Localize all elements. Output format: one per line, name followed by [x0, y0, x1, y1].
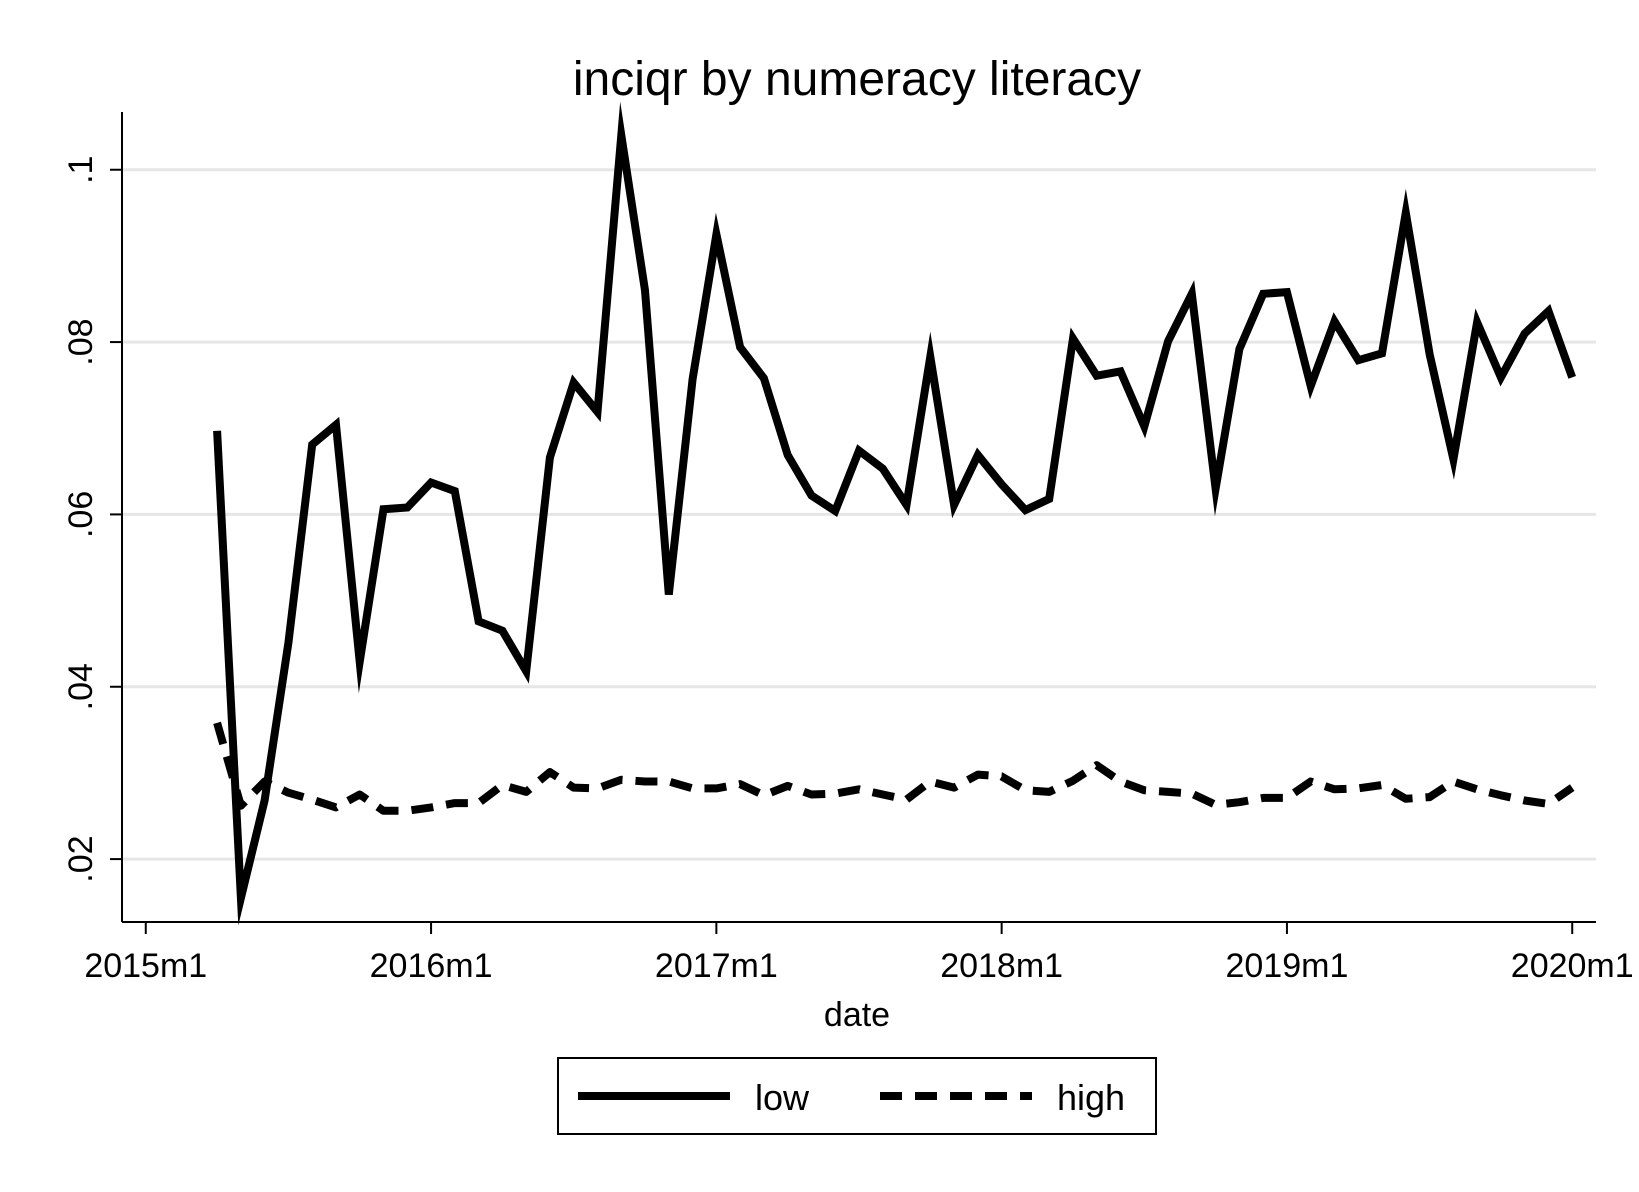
x-tick-label: 2016m1 — [370, 947, 493, 985]
y-tick-label: .06 — [62, 491, 100, 538]
x-tick-label: 2018m1 — [940, 947, 1063, 985]
y-axis-ticks: .02 .04 .06 .08 .1 — [62, 156, 122, 883]
x-tick-label: 2017m1 — [655, 947, 778, 985]
legend-label-low: low — [755, 1077, 810, 1118]
series-line-low — [213, 101, 1576, 926]
y-tick-label: .1 — [62, 156, 100, 184]
legend: low high — [557, 1057, 1157, 1135]
y-tick-label: .02 — [62, 835, 100, 882]
x-axis-ticks: 2015m1 2016m1 2017m1 2018m1 2019m1 2020m1 — [84, 922, 1634, 985]
x-tick-label: 2019m1 — [1225, 947, 1348, 985]
grid-lines — [122, 168, 1596, 861]
x-axis-label: date — [824, 996, 890, 1034]
x-tick-label: 2020m1 — [1511, 947, 1634, 985]
series-line-high — [213, 721, 1575, 815]
y-tick-label: .04 — [62, 663, 100, 710]
x-tick-label: 2015m1 — [84, 947, 207, 985]
y-tick-label: .08 — [62, 318, 100, 365]
series-lines — [213, 101, 1576, 926]
legend-label-high: high — [1057, 1077, 1125, 1118]
chart-title: inciqr by numeracy literacy — [573, 53, 1141, 106]
